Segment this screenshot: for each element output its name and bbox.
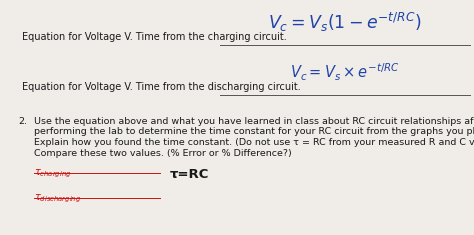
Text: $\tau_{charging}$: $\tau_{charging}$ <box>34 168 72 180</box>
Text: Equation for Voltage V. Time from the discharging circuit.: Equation for Voltage V. Time from the di… <box>22 82 301 92</box>
Text: 2.: 2. <box>18 117 27 126</box>
Text: $\tau_{discharging}$: $\tau_{discharging}$ <box>34 193 82 205</box>
Text: $V_c = V_s \times e^{-t/RC}$: $V_c = V_s \times e^{-t/RC}$ <box>290 61 400 83</box>
Text: performing the lab to determine the time constant for your RC circuit from the g: performing the lab to determine the time… <box>34 128 474 137</box>
Text: τ=RC: τ=RC <box>170 168 210 181</box>
Text: Explain how you found the time constant. (Do not use τ = RC from your measured R: Explain how you found the time constant.… <box>34 138 474 147</box>
Text: Equation for Voltage V. Time from the charging circuit.: Equation for Voltage V. Time from the ch… <box>22 32 287 42</box>
Text: $V_c = V_s(1 - e^{-t/RC})$: $V_c = V_s(1 - e^{-t/RC})$ <box>268 10 422 34</box>
Text: Compare these two values. (% Error or % Difference?): Compare these two values. (% Error or % … <box>34 149 292 157</box>
Text: Use the equation above and what you have learned in class about RC circuit relat: Use the equation above and what you have… <box>34 117 474 126</box>
